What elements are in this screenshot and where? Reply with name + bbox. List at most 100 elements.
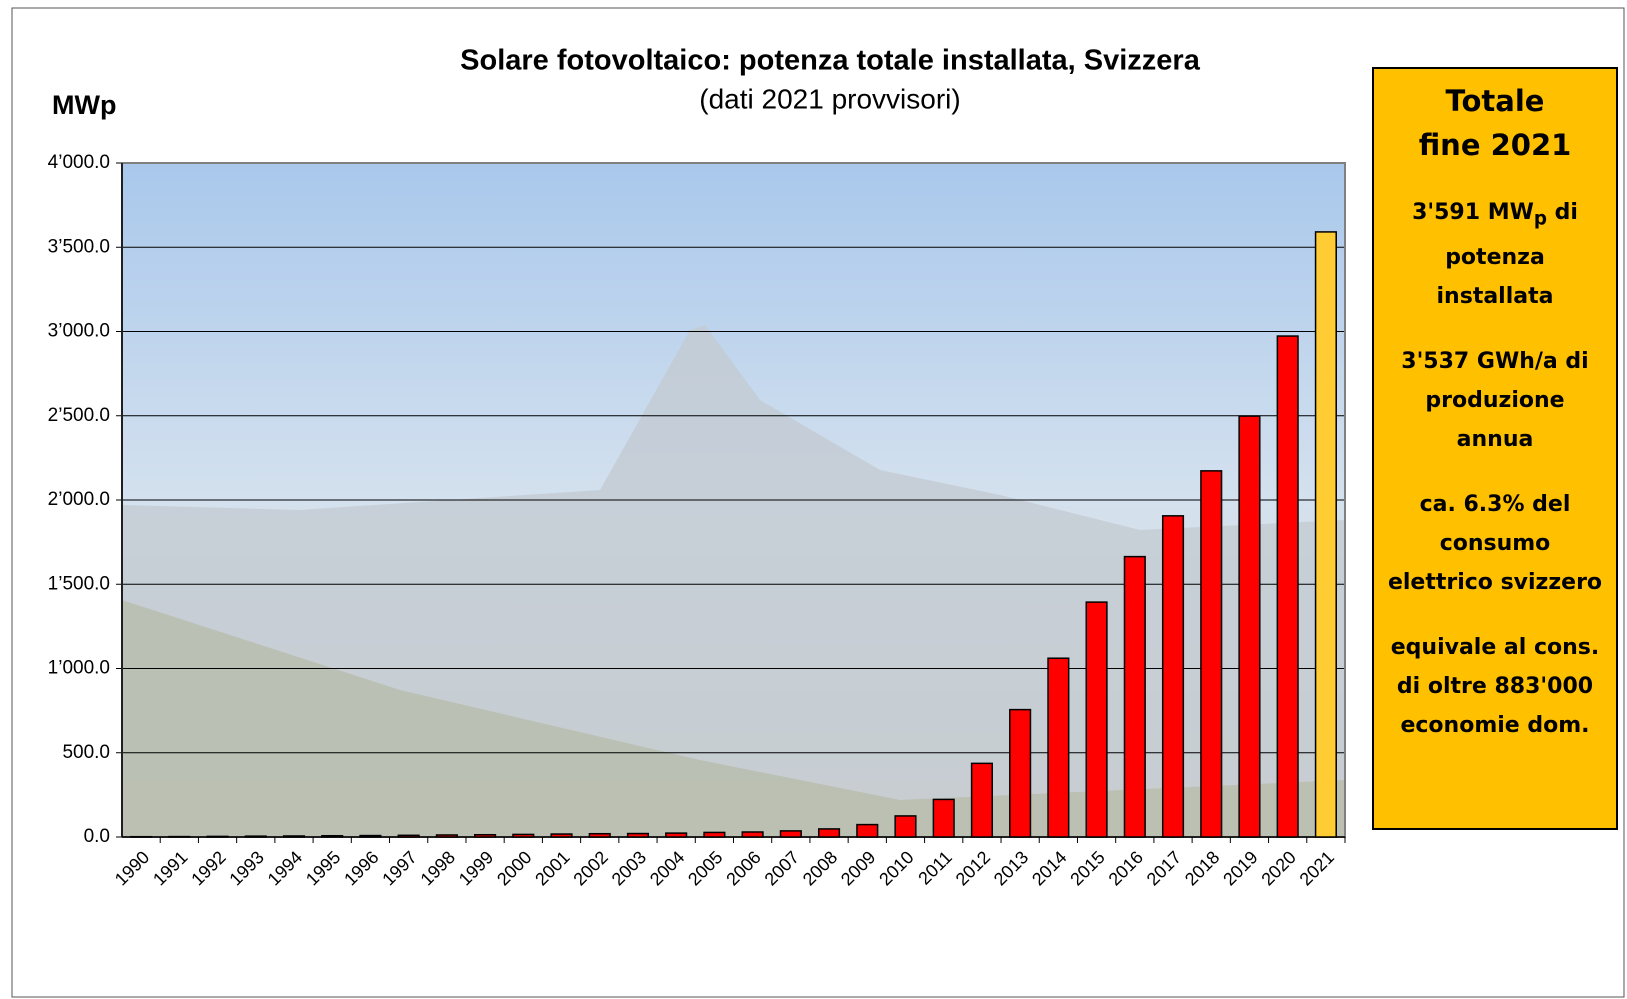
box-text: 3'591 MW — [1412, 200, 1534, 225]
y-tick-label: 4’000.0 — [48, 152, 110, 173]
bar — [1238, 415, 1261, 838]
bar — [244, 835, 267, 838]
x-tick-label: 2021 — [1296, 847, 1338, 889]
x-tick-label: 2012 — [952, 847, 994, 889]
bar — [1047, 657, 1070, 838]
x-tick-label: 1991 — [149, 847, 191, 889]
bar — [741, 831, 764, 838]
bar — [1161, 515, 1185, 838]
bar — [397, 834, 420, 838]
x-tick-label: 1990 — [111, 847, 153, 889]
box-text: di — [1546, 200, 1578, 225]
bar — [779, 830, 802, 838]
box-line: annua — [1456, 427, 1534, 453]
bar — [359, 834, 382, 838]
box-title-line: Totale — [1445, 84, 1545, 118]
box-line: 3'537 GWh/a di — [1401, 349, 1589, 375]
bar — [321, 834, 344, 838]
bar — [932, 798, 955, 838]
box-line: ca. 6.3% del — [1419, 492, 1571, 518]
x-tick-label: 1994 — [264, 847, 306, 889]
bar — [550, 833, 573, 838]
x-tick-label: 2000 — [493, 847, 535, 889]
x-tick-label: 2013 — [990, 847, 1032, 889]
box-paragraph: 3'591 MWp di potenza installata — [1374, 193, 1616, 316]
x-tick-label: 2006 — [722, 847, 764, 889]
box-paragraph: ca. 6.3% del consumo elettrico svizzero — [1374, 485, 1616, 602]
y-tick-label: 500.0 — [62, 742, 110, 763]
bar — [474, 833, 497, 838]
x-tick-label: 2011 — [914, 847, 956, 889]
y-tick-label: 1’000.0 — [48, 658, 110, 679]
x-tick-label: 1993 — [225, 847, 267, 889]
x-tick-label: 2009 — [837, 847, 879, 889]
x-tick-label: 2015 — [1066, 847, 1108, 889]
bar — [282, 835, 306, 838]
bar — [856, 823, 879, 838]
box-line: potenza — [1445, 245, 1545, 271]
box-title-line: fine 2021 — [1418, 128, 1572, 162]
x-tick-label: 1995 — [302, 847, 344, 889]
x-tick-label: 2010 — [875, 847, 917, 889]
box-paragraph: equivale al cons. di oltre 883'000 economi… — [1374, 628, 1616, 745]
x-tick-label: 1996 — [340, 847, 382, 889]
x-tick-label: 2018 — [1181, 847, 1223, 889]
hill — [122, 600, 1345, 837]
x-tick-label: 1999 — [455, 847, 497, 889]
bar — [665, 832, 688, 838]
box-line: consumo — [1439, 531, 1551, 557]
y-tick-label: 0.0 — [84, 826, 110, 847]
x-tick-label: 1992 — [187, 847, 229, 889]
x-tick-label: 2008 — [799, 847, 841, 889]
bar — [1314, 231, 1337, 838]
x-tick-label: 2020 — [1257, 847, 1299, 889]
x-tick-label: 1997 — [378, 847, 420, 889]
box-line: produzione — [1425, 388, 1565, 414]
box-line: installata — [1436, 284, 1554, 310]
box-line: di oltre 883'000 — [1396, 674, 1594, 700]
y-tick-label: 3’500.0 — [48, 236, 110, 257]
x-tick-label: 2002 — [569, 847, 611, 889]
bar — [894, 815, 917, 838]
x-tick-label: 2019 — [1219, 847, 1261, 889]
y-tick-label: 3’000.0 — [48, 321, 110, 342]
bar — [588, 832, 611, 838]
bar — [626, 832, 650, 838]
bar — [970, 762, 993, 838]
x-tick-label: 2003 — [608, 847, 650, 889]
bar — [1200, 470, 1223, 838]
chart-subtitle: (dati 2021 provvisori) — [699, 83, 960, 114]
bar — [1085, 601, 1108, 838]
x-tick-label: 2005 — [684, 847, 726, 889]
x-tick-label: 2007 — [761, 847, 803, 889]
x-tick-label: 2016 — [1105, 847, 1147, 889]
bar — [1276, 335, 1299, 838]
x-tick-label: 2017 — [1143, 847, 1185, 889]
bar — [512, 833, 535, 838]
x-tick-label: 2001 — [531, 847, 573, 889]
box-title: Totale fine 2021 — [1374, 79, 1616, 167]
box-subscript: p — [1533, 208, 1547, 230]
box-line: economie dom. — [1400, 713, 1590, 739]
y-tick-label: 1’500.0 — [48, 573, 110, 594]
box-line: equivale al cons. — [1390, 635, 1600, 661]
y-axis-label: MWp — [52, 90, 116, 120]
y-tick-label: 2’500.0 — [48, 405, 110, 426]
summary-box: Totale fine 2021 3'591 MWp di potenza instal… — [1372, 67, 1618, 830]
bar — [703, 831, 726, 838]
x-tick-label: 1998 — [417, 847, 459, 889]
x-tick-label: 2014 — [1028, 847, 1070, 889]
box-paragraph: 3'537 GWh/a di produzione annua — [1374, 342, 1616, 459]
bar — [206, 835, 229, 838]
bar — [435, 834, 458, 838]
bar — [1009, 708, 1032, 838]
bar — [1123, 555, 1146, 838]
box-line: elettrico svizzero — [1387, 570, 1603, 596]
x-tick-label: 2004 — [646, 847, 688, 889]
bar — [817, 828, 841, 838]
chart-title: Solare fotovoltaico: potenza totale inst… — [460, 45, 1201, 77]
y-tick-label: 2’000.0 — [48, 489, 110, 510]
frame — [11, 7, 1625, 998]
